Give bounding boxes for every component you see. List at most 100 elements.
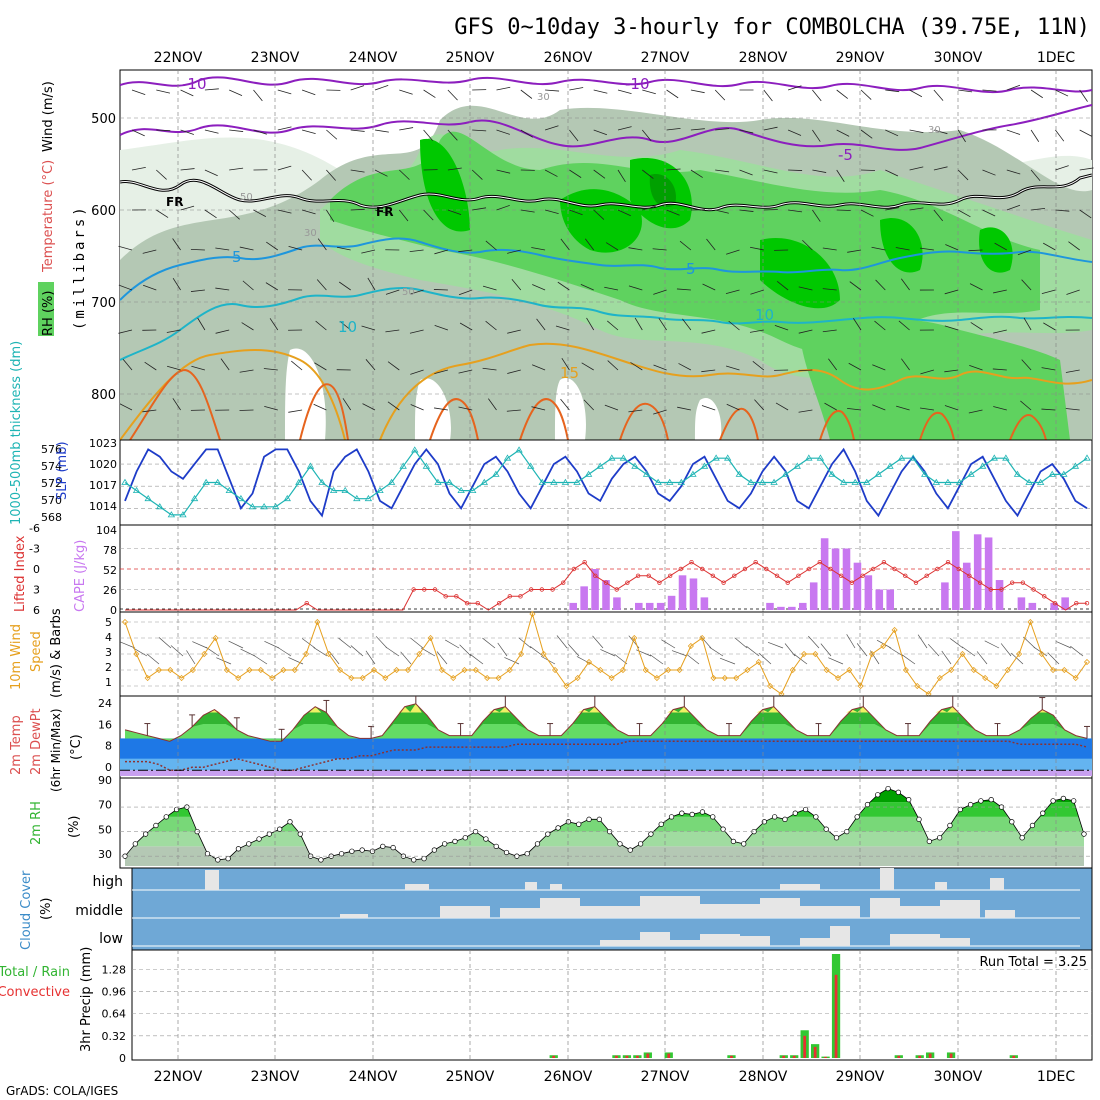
upper-barb-7-2 — [301, 169, 312, 181]
thickness-tick-1: 574 — [41, 460, 62, 473]
temp-tick-1: 16 — [98, 718, 112, 731]
precip-conv-bar — [918, 1055, 922, 1058]
rh-point — [369, 848, 376, 854]
upper-barb-6-8 — [264, 405, 278, 411]
thickness-point — [248, 503, 257, 510]
thickness-point — [700, 462, 709, 469]
upper-barb-29-6 — [822, 329, 837, 333]
thickness-point — [260, 503, 268, 510]
thickness-point — [1025, 478, 1033, 485]
rh-point — [359, 847, 365, 853]
thickness-point — [863, 478, 871, 485]
cloud-block-9 — [440, 906, 490, 918]
cape-bar — [820, 538, 829, 610]
cape-series — [125, 531, 1090, 611]
lifted-index-point — [1009, 580, 1015, 585]
upper-barb-2-4 — [172, 238, 181, 251]
wind-speed-point — [223, 666, 230, 674]
top-date-4: 26NOV — [544, 50, 593, 66]
lifted-index-point — [721, 580, 726, 585]
upper-barb-23-4 — [679, 240, 692, 251]
rh-point — [854, 814, 860, 820]
lifted-index-point — [635, 573, 641, 579]
upper-barb-39-3 — [1079, 209, 1092, 219]
wind-speed-point — [936, 674, 943, 682]
wind-barb — [385, 646, 400, 657]
upper-barb-19-3 — [593, 209, 605, 220]
upper-barb-34-0 — [958, 89, 973, 93]
thickness-point — [167, 511, 176, 518]
rh-point — [1019, 835, 1025, 841]
upper-barb-4-2 — [229, 167, 244, 171]
ylabel-thickness: 1000-500mb thickness (dm) — [9, 341, 24, 525]
rh-point — [802, 806, 809, 813]
upper-barb-24-5 — [702, 283, 716, 291]
thickness-point — [283, 494, 291, 502]
upper-barb-38-7 — [1041, 367, 1056, 371]
slp-tick-3: 1014 — [89, 500, 117, 513]
thickness-point — [121, 478, 129, 485]
thickness-point — [1002, 454, 1010, 461]
upper-barb-25-5 — [725, 289, 740, 295]
upper-barb-27-0 — [787, 85, 802, 91]
bottom-date-0: 22NOV — [154, 1069, 203, 1085]
wind-tick-0: 5 — [105, 616, 112, 629]
upper-barb-2-3 — [180, 205, 195, 211]
wind-barb — [556, 635, 568, 649]
upper-barb-17-8 — [531, 406, 546, 411]
wind-barb — [264, 641, 280, 649]
wind-speed-point — [393, 666, 400, 674]
temp-tick-0: 24 — [98, 697, 112, 710]
ylabel-temp-a: 2m Temp — [9, 715, 24, 775]
upper-barb-21-4 — [628, 247, 643, 251]
wind-speed-point — [1038, 650, 1045, 658]
upper-barb-23-1 — [690, 128, 705, 131]
upper-barb-8-2 — [326, 169, 336, 181]
temp-peak-fill — [309, 706, 322, 713]
lifted-index-point — [999, 587, 1004, 592]
upper-barb-6-4 — [266, 241, 279, 251]
rh-point — [462, 835, 468, 841]
wind-speed-point — [257, 666, 264, 674]
rh-point — [421, 855, 427, 862]
rh-point — [256, 836, 262, 842]
rh-dark-band — [420, 138, 1013, 309]
upper-barb-5-3 — [253, 209, 267, 217]
thickness-point — [353, 494, 361, 502]
thickness-point — [190, 494, 199, 502]
upper-barb-34-2 — [957, 169, 969, 181]
ylabel-rh: RH (%) — [41, 291, 56, 336]
temp-peak-fill — [499, 706, 512, 713]
wind-barb — [746, 645, 760, 657]
wind-speed-point — [314, 618, 321, 626]
wind-barb — [901, 654, 916, 665]
upper-barb-11-5 — [385, 289, 400, 295]
upper-barb-3-6 — [197, 317, 206, 331]
upper-barb-36-6 — [993, 329, 1007, 334]
lifted-index-point — [304, 600, 309, 606]
thickness-point — [329, 486, 338, 493]
rh-point — [1040, 810, 1046, 816]
wind-speed-point — [167, 666, 174, 674]
thickness-point — [503, 454, 512, 461]
wind-speed-point — [812, 650, 819, 658]
top-date-0: 22NOV — [154, 50, 203, 66]
upper-barb-10-4 — [361, 249, 376, 254]
upper-barb-4-4 — [215, 247, 230, 251]
wind-speed-point — [235, 674, 242, 682]
upper-barb-14-1 — [472, 129, 487, 132]
wind-barb — [927, 643, 940, 657]
wind-speed-point — [676, 666, 683, 674]
rh-ticks: 90 70 50 30 — [98, 774, 112, 861]
upper-barb-13-6 — [434, 325, 449, 331]
upper-barb-18-4 — [560, 238, 570, 251]
wind-speed-point — [404, 666, 412, 674]
upper-barb-20-6 — [607, 320, 619, 331]
wind-speed-point — [642, 666, 649, 674]
rh-point — [947, 822, 953, 829]
cape-bar — [995, 580, 1004, 610]
thickness-point — [631, 462, 639, 469]
lifted-index-point — [625, 580, 630, 585]
upper-barb-30-6 — [853, 318, 862, 331]
cape-panel: -6 -3 0 3 6 104 78 52 26 0 Lifted Index CAPE (J/k… — [13, 522, 1093, 617]
